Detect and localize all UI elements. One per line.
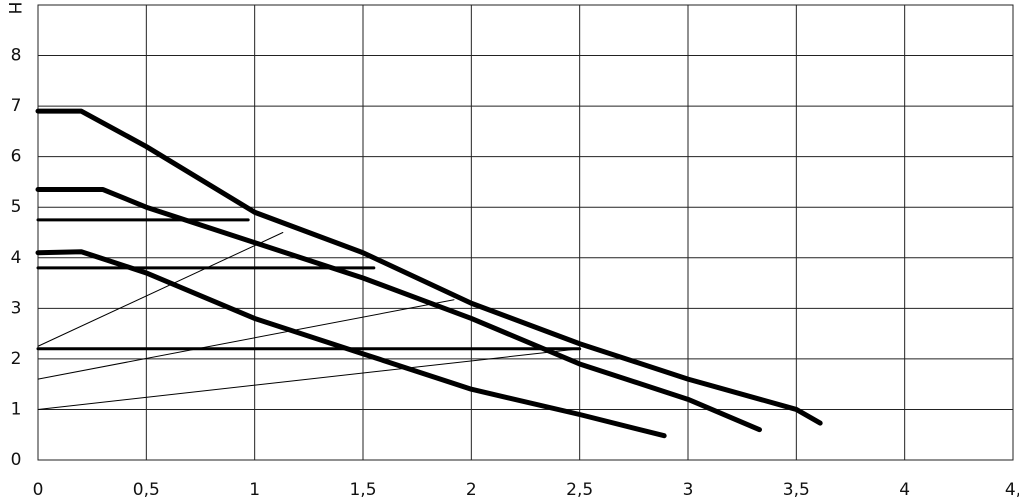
curve (37, 348, 581, 410)
plot-frame (37, 4, 1014, 461)
y-axis-label: H (4, 2, 24, 15)
y-tick-label: 1 (11, 399, 22, 419)
curve (35, 108, 823, 426)
y-tick-label: 4 (11, 248, 22, 268)
x-tick-label: 3,5 (783, 480, 810, 500)
x-tick-label: 0,5 (133, 480, 160, 500)
curve (37, 232, 284, 347)
y-tick-label: 0 (11, 450, 22, 470)
x-tick-label: 1,5 (349, 480, 376, 500)
y-tick-label: 7 (11, 96, 22, 116)
curve (37, 299, 455, 380)
y-tick-label: 5 (11, 197, 22, 217)
x-tick-label: 4, (1005, 480, 1019, 500)
x-tick-label: 0 (33, 480, 44, 500)
x-tick-label: 2,5 (566, 480, 593, 500)
x-tick-label: 2 (466, 480, 477, 500)
curve (35, 187, 762, 433)
y-tick-label: 2 (11, 349, 22, 369)
y-tick-label: 8 (11, 46, 22, 66)
curve (35, 249, 667, 439)
x-tick-label: 3 (683, 480, 694, 500)
y-tick-label: 3 (11, 298, 22, 318)
x-tick-label: 4 (899, 480, 910, 500)
x-tick-label: 1 (249, 480, 260, 500)
y-tick-label: 6 (11, 147, 22, 167)
